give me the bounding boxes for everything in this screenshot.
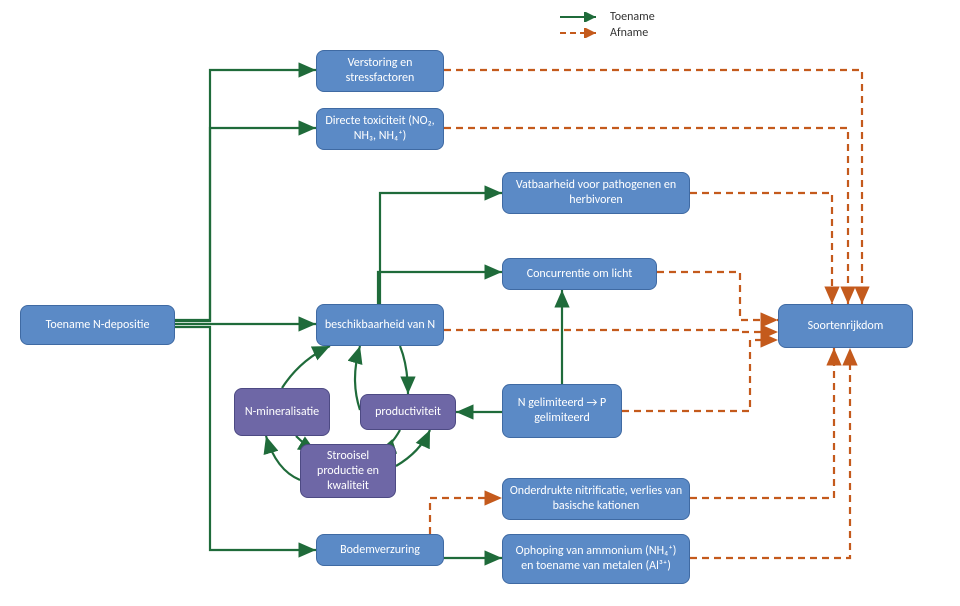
edge-ophoping-soorten — [690, 348, 850, 558]
edge-beschik-prod — [400, 346, 408, 394]
node-npgel: N gelimiteerd → P gelimiteerd — [502, 384, 622, 438]
edge-onderdrukt-soorten — [690, 348, 834, 498]
node-bodem: Bodemverzuring — [316, 534, 444, 566]
edge-ndep-verstoring — [175, 70, 316, 320]
edge-licht-soorten — [657, 272, 778, 320]
edge-npgel-soorten — [622, 340, 778, 411]
node-nmin: N-mineralisatie — [234, 388, 330, 436]
edge-bodem-onderdrukt — [430, 498, 502, 534]
node-onderdrukt: Onderdrukte nitrificatie, verlies van ba… — [502, 478, 690, 520]
edge-ndep-bodem — [175, 327, 316, 550]
node-ophoping: Ophoping van ammonium (NH₄⁺) en toename … — [502, 534, 690, 584]
node-strooisel: Strooisel productie en kwaliteit — [300, 444, 396, 498]
node-licht: Concurrentie om licht — [502, 258, 657, 290]
edge-beschik-licht — [378, 272, 502, 304]
node-vatbaar: Vatbaarheid voor pathogenen en herbivore… — [502, 172, 690, 214]
legend-label-toename: Toename — [610, 10, 655, 24]
node-verstoring: Verstoring en stressfactoren — [316, 50, 444, 92]
edge-vatbaar-soorten — [690, 193, 832, 304]
edge-ndep-toxiciteit — [175, 128, 316, 321]
legend-item-toename: Toename — [560, 10, 655, 24]
node-toxiciteit: Directe toxiciteit (NO₂, NH₃, NH₄⁺) — [316, 108, 444, 150]
node-prod: productiviteit — [360, 394, 456, 430]
edge-nmin-beschik — [282, 346, 330, 388]
edge-strooisel-nmin — [266, 436, 300, 480]
edge-beschik-soorten — [444, 330, 778, 332]
node-ndep: Toename N-depositie — [20, 305, 175, 345]
edge-beschik-vatbaar — [380, 193, 502, 304]
legend-label-afname: Afname — [610, 26, 648, 40]
edge-strooisel-prod_r — [396, 430, 430, 466]
node-beschik: beschikbaarheid van N — [316, 304, 444, 346]
edges-layer — [0, 0, 960, 606]
node-soorten: Soortenrijkdom — [778, 304, 913, 348]
legend-item-afname: Afname — [560, 26, 648, 40]
